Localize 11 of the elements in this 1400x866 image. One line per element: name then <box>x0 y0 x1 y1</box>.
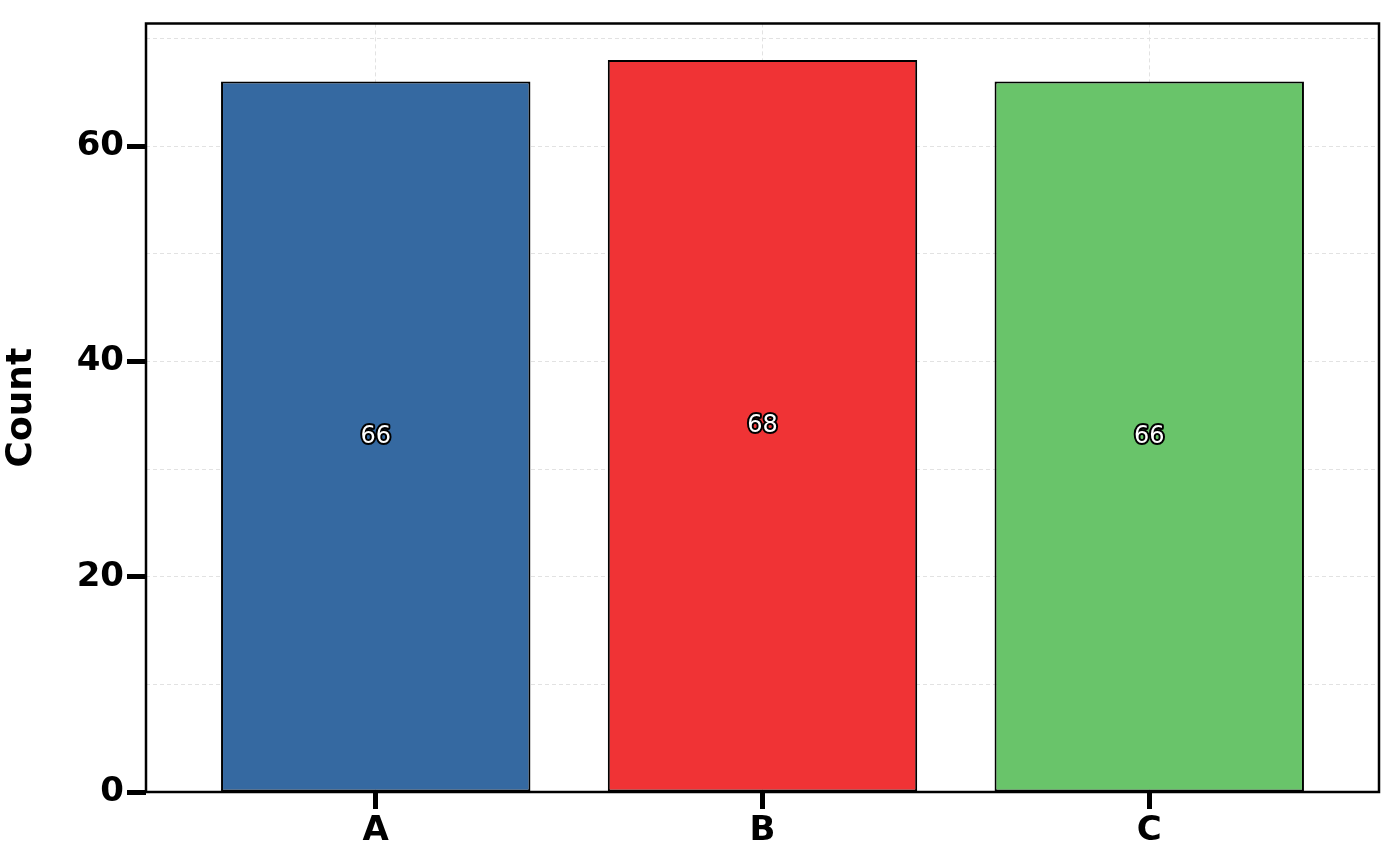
data-label: 66 <box>360 420 392 449</box>
data-label: 68 <box>747 409 778 438</box>
x-tick-label: A <box>362 808 390 849</box>
y-tick-label: 40 <box>76 338 124 379</box>
y-tick-label: 0 <box>100 768 124 809</box>
y-axis-title: Count <box>0 347 39 468</box>
data-label: 66 <box>1133 420 1165 449</box>
y-tick-label: 20 <box>76 553 124 594</box>
x-tick-label: B <box>749 808 776 849</box>
y-tick-label: 60 <box>76 122 124 163</box>
x-tick-label: C <box>1136 808 1162 849</box>
